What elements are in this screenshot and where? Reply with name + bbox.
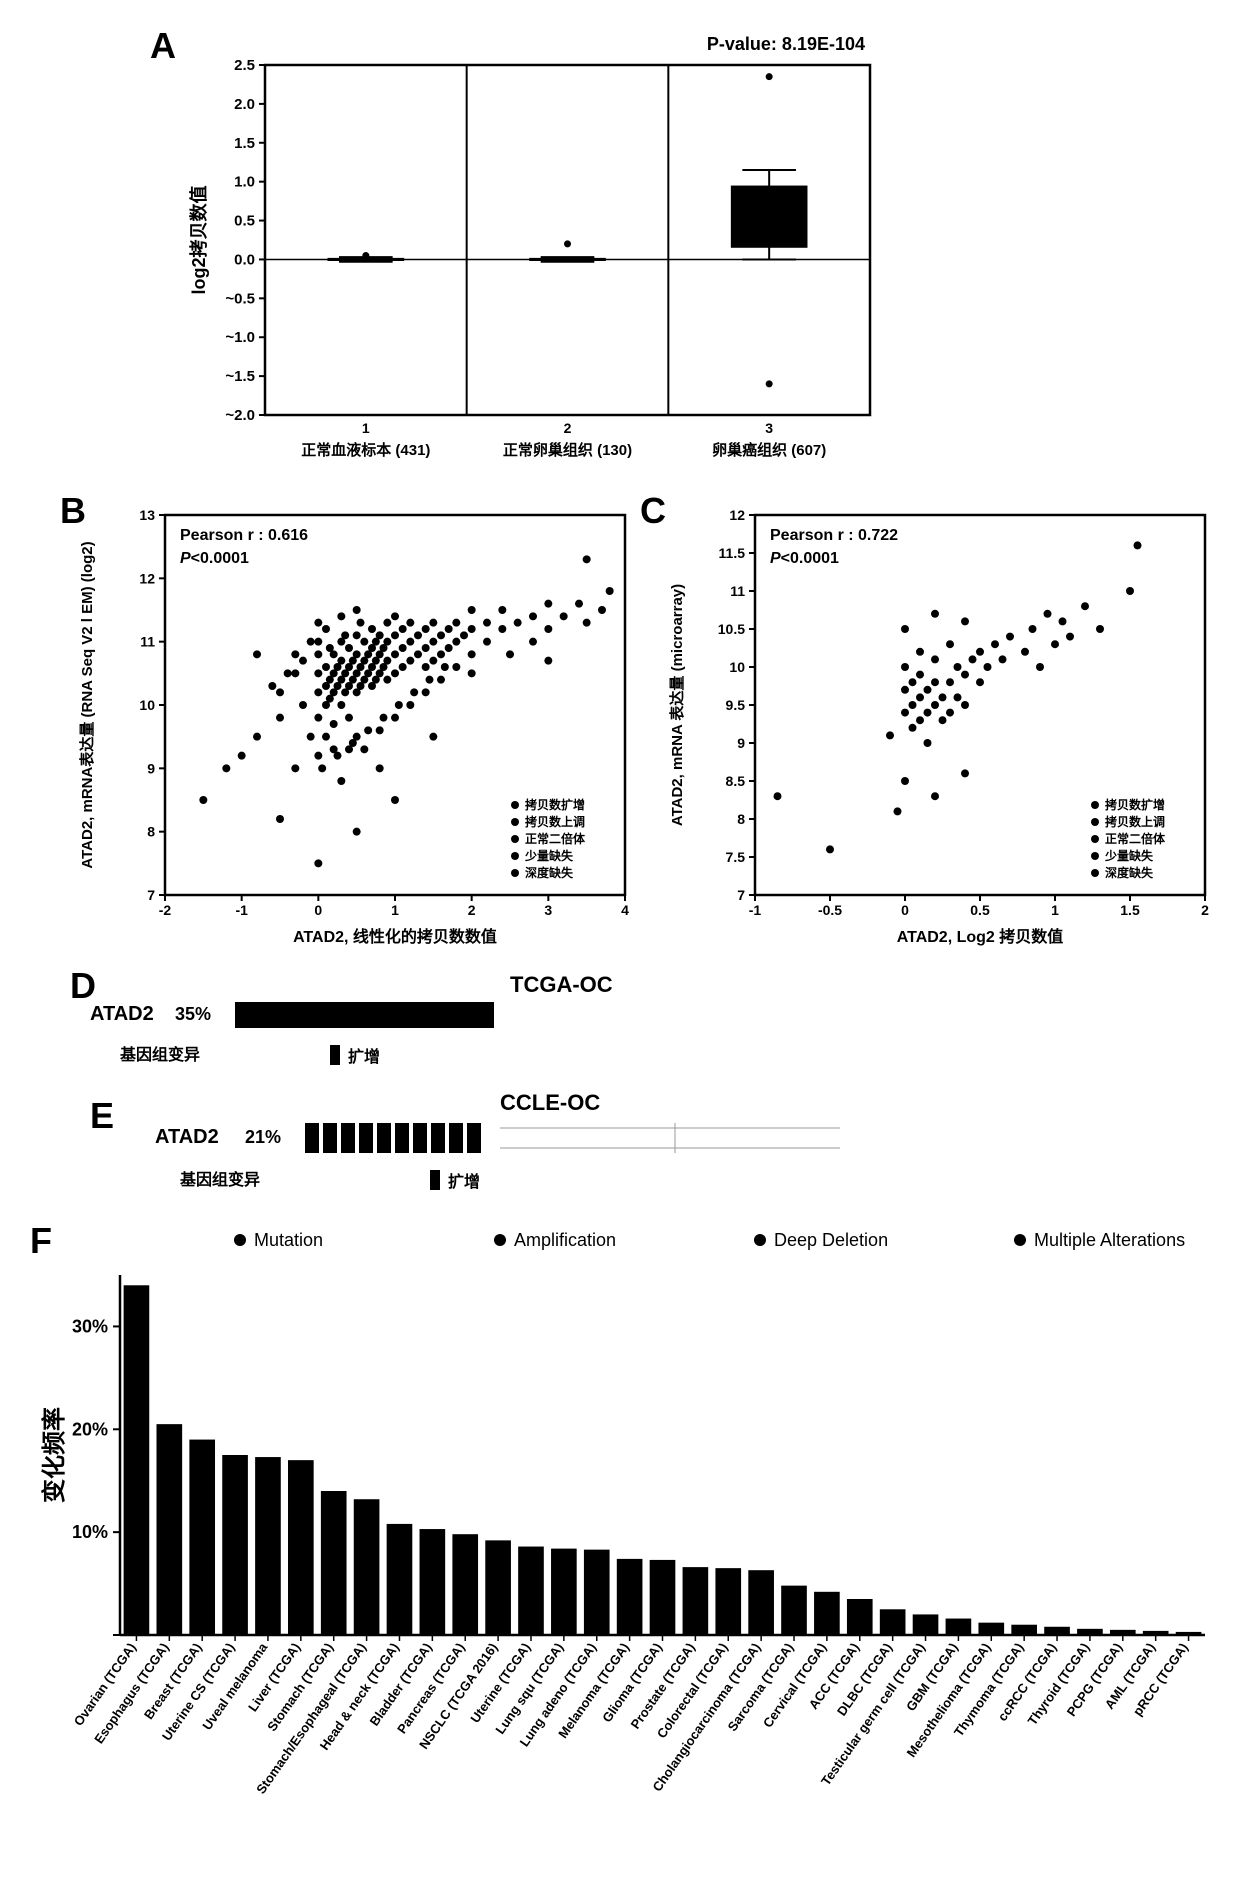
svg-text:-1: -1 [749,902,762,918]
svg-text:CCLE-OC: CCLE-OC [500,1090,600,1115]
panel-f-chart: Mutation Amplification Deep Deletion Multip… [40,1220,1220,1860]
svg-text:卵巢癌组织 (607): 卵巢癌组织 (607) [712,441,826,459]
svg-text:35%: 35% [175,1004,211,1024]
svg-text:10: 10 [139,697,155,713]
svg-text:8: 8 [737,811,745,827]
svg-text:基因组变异: 基因组变异 [119,1045,200,1064]
panel-d-chart: TCGA-OC ATAD2 35% 基因组变异 扩增 [80,970,980,1080]
svg-text:1: 1 [1051,902,1059,918]
svg-text:扩增: 扩增 [348,1047,380,1066]
svg-text:正常二倍体: 正常二倍体 [525,831,586,846]
svg-text:12: 12 [729,507,745,523]
svg-text:~2.0: ~2.0 [225,407,255,424]
svg-text:ATAD2, Log2 拷贝数值: ATAD2, Log2 拷贝数值 [897,927,1064,946]
svg-text:1.0: 1.0 [234,174,255,191]
svg-text:30%: 30% [72,1316,108,1336]
svg-text:P<0.0001: P<0.0001 [180,550,249,567]
svg-text:8: 8 [147,824,155,840]
svg-text:2.0: 2.0 [234,96,255,113]
svg-text:3: 3 [765,420,773,436]
svg-text:~0.5: ~0.5 [225,290,255,307]
svg-text:11: 11 [730,583,745,599]
svg-text:1: 1 [391,902,399,918]
svg-text:P<0.0001: P<0.0001 [770,550,839,567]
svg-text:Pearson r : 0.722: Pearson r : 0.722 [770,527,898,544]
svg-text:-2: -2 [159,902,172,918]
svg-text:11.5: 11.5 [719,545,746,561]
svg-text:9: 9 [147,760,155,776]
svg-text:11: 11 [140,634,155,650]
svg-text:0: 0 [901,902,909,918]
svg-text:~1.5: ~1.5 [225,368,255,385]
svg-text:21%: 21% [245,1127,281,1147]
svg-text:10: 10 [729,659,745,675]
svg-text:Pearson r : 0.616: Pearson r : 0.616 [180,527,308,544]
svg-text:ATAD2, 线性化的拷贝数数值: ATAD2, 线性化的拷贝数数值 [293,927,497,946]
svg-text:20%: 20% [72,1419,108,1439]
svg-text:Multiple Alterations: Multiple Alterations [1034,1230,1185,1250]
svg-text:ATAD2, mRNA 表达量 (microarray): ATAD2, mRNA 表达量 (microarray) [668,584,686,826]
svg-text:2.5: 2.5 [234,57,255,74]
svg-text:8.5: 8.5 [726,773,746,789]
svg-text:12: 12 [139,570,155,586]
svg-text:1: 1 [362,420,370,436]
svg-text:Deep Deletion: Deep Deletion [774,1230,888,1250]
panel-c-chart: -1-0.500.511.5277.588.599.51010.51111.51… [660,500,1220,950]
svg-text:7.5: 7.5 [726,849,746,865]
svg-text:2: 2 [468,902,476,918]
svg-text:Amplification: Amplification [514,1230,616,1250]
svg-text:13: 13 [139,507,155,523]
svg-text:基因组变异: 基因组变异 [179,1170,260,1189]
figure-container: A P-value: 8.19E-104 ~2.0 ~1.5 ~1.0 ~0.5 0.0 0… [20,20,1220,1863]
svg-text:7: 7 [737,887,745,903]
svg-text:正常卵巢组织 (130): 正常卵巢组织 (130) [503,441,632,459]
panel-a-chart: P-value: 8.19E-104 ~2.0 ~1.5 ~1.0 ~0.5 0.0 0.5… [180,30,880,470]
svg-text:2: 2 [1201,902,1209,918]
svg-text:P-value: 8.19E-104: P-value: 8.19E-104 [707,34,865,54]
svg-text:9: 9 [737,735,745,751]
svg-text:TCGA-OC: TCGA-OC [510,972,613,997]
svg-text:拷贝数上调: 拷贝数上调 [525,814,585,829]
svg-text:0.0: 0.0 [234,251,255,268]
svg-text:深度缺失: 深度缺失 [525,865,574,880]
svg-text:10%: 10% [72,1522,108,1542]
panel-e-chart: CCLE-OC ATAD2 21% 基因组变异 扩增 [100,1085,1000,1205]
svg-text:2: 2 [564,420,572,436]
svg-text:少量缺失: 少量缺失 [524,848,574,863]
svg-text:1.5: 1.5 [1120,902,1140,918]
svg-text:ATAD2: ATAD2 [155,1126,219,1148]
svg-text:扩增: 扩增 [448,1172,480,1191]
svg-text:0: 0 [314,902,322,918]
svg-text:ATAD2: ATAD2 [90,1003,154,1025]
svg-text:少量缺失: 少量缺失 [1104,848,1154,863]
svg-text:9.5: 9.5 [726,697,746,713]
svg-text:7: 7 [147,887,155,903]
svg-text:拷贝数上调: 拷贝数上调 [1105,814,1165,829]
svg-text:正常血液标本 (431): 正常血液标本 (431) [301,441,430,459]
svg-text:log2拷贝数值: log2拷贝数值 [188,185,209,294]
panel-a-label: A [150,25,176,67]
svg-text:拷贝数扩增: 拷贝数扩增 [525,797,585,812]
svg-text:变化频率: 变化频率 [40,1407,68,1503]
svg-text:0.5: 0.5 [234,213,255,230]
svg-text:-1: -1 [235,902,248,918]
svg-text:1.5: 1.5 [234,135,255,152]
svg-text:-0.5: -0.5 [818,902,842,918]
svg-text:正常二倍体: 正常二倍体 [1105,831,1166,846]
svg-text:4: 4 [621,902,629,918]
svg-text:~1.0: ~1.0 [225,329,255,346]
panel-b-chart: -2-10123478910111213ATAD2, 线性化的拷贝数数值ATAD… [70,500,640,950]
svg-text:深度缺失: 深度缺失 [1105,865,1154,880]
svg-text:0.5: 0.5 [970,902,990,918]
svg-text:拷贝数扩增: 拷贝数扩增 [1105,797,1165,812]
svg-text:Mutation: Mutation [254,1230,323,1250]
svg-text:ATAD2, mRNA表达量 (RNA Seq V2 l E: ATAD2, mRNA表达量 (RNA Seq V2 l EM) (log2) [78,541,96,868]
svg-text:10.5: 10.5 [718,621,745,637]
svg-text:3: 3 [544,902,552,918]
